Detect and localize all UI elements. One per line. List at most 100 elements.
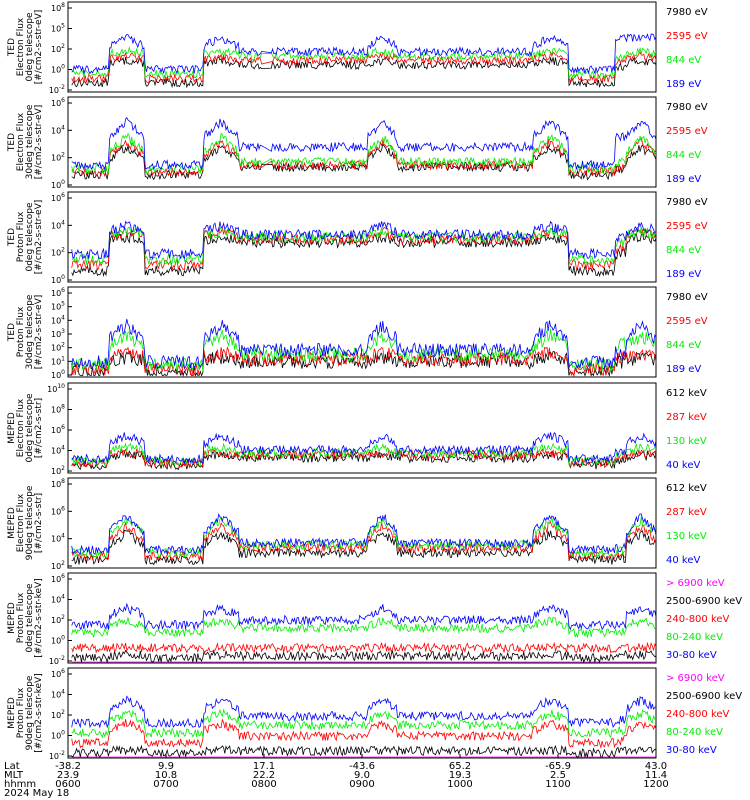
- series-line-green: [71, 45, 657, 80]
- y-tick-label: 106: [51, 97, 65, 108]
- x-tick-label-lat: -43.6: [349, 761, 375, 772]
- panel-ylabel: TEDProton Flux0deg telescope[#/cm2-s-str…: [7, 200, 44, 275]
- y-tick-label: 10-2: [49, 750, 65, 761]
- legend-label: 40 keV: [666, 555, 700, 566]
- series-line-blue: [71, 512, 657, 556]
- series-line-blue: [71, 695, 657, 729]
- legend-label: 40 keV: [666, 460, 700, 471]
- xaxis-date-label: 2024 May 18: [4, 788, 69, 799]
- legend-label: 287 keV: [666, 507, 707, 518]
- legend-label: 189 eV: [666, 269, 701, 280]
- legend-label: 2595 eV: [666, 221, 708, 232]
- panel-frame: [67, 572, 657, 664]
- y-tick-label: 106: [51, 192, 65, 203]
- y-tick-label: 106: [51, 573, 65, 584]
- series-line-black: [71, 56, 657, 89]
- y-tick-label: 100: [51, 730, 65, 741]
- series-line-blue: [71, 116, 657, 171]
- x-tick-label-mlt: 2.5: [550, 770, 566, 781]
- x-tick-label-lat: 65.2: [449, 761, 471, 772]
- panel-5: 1010 108 106 104 102 MEPEDElectron Flux0deg t…: [7, 382, 707, 476]
- series-line-blue: [71, 602, 657, 631]
- y-tick-label: 1010: [47, 383, 65, 394]
- y-tick-label: 106: [51, 505, 65, 516]
- y-tick-label: 108: [51, 478, 65, 489]
- panel-ylabel: MEPEDProton Flux90deg telescope[#/cm2-s-…: [7, 673, 44, 752]
- panel-2: 106 104 102 100 TEDElectron Flux30deg telesc…: [7, 96, 708, 190]
- panel-frame: [67, 96, 657, 188]
- series-line-red: [71, 641, 657, 654]
- y-tick-label: 104: [51, 533, 65, 544]
- y-tick-label: 100: [51, 635, 65, 646]
- y-tick-label: 104: [51, 219, 65, 230]
- legend-label: 2500-6900 keV: [666, 596, 742, 607]
- panel-frame: [67, 286, 657, 378]
- y-tick-label: 102: [51, 709, 65, 720]
- legend-label: 30-80 keV: [666, 745, 717, 756]
- legend-label: 189 eV: [666, 364, 701, 375]
- x-tick-label-lat: 9.9: [158, 761, 174, 772]
- y-tick-label: 100: [51, 179, 65, 190]
- legend-label: 80-240 keV: [666, 727, 723, 738]
- y-tick-label: 104: [51, 445, 65, 456]
- legend-label: 2595 eV: [666, 126, 708, 137]
- y-tick-label: 10-2: [49, 655, 65, 666]
- xaxis-row-label-mlt: MLT: [4, 770, 24, 781]
- legend-label: 130 keV: [666, 531, 707, 542]
- series-line-green: [71, 132, 657, 175]
- legend-label: 7980 eV: [666, 102, 708, 113]
- panel-ylabel: TEDElectron Flux0deg telescope[#/cm2-s-s…: [7, 10, 44, 85]
- series-line-red: [71, 521, 657, 562]
- panel-ylabel: MEPEDElectron Flux90deg telescope[#/cm2-…: [7, 485, 44, 560]
- legend-label: 240-800 keV: [666, 614, 730, 625]
- y-tick-label: 101: [51, 355, 65, 366]
- x-tick-label-mlt: 22.2: [253, 770, 275, 781]
- y-tick-label: 104: [51, 689, 65, 700]
- y-tick-label: 104: [51, 594, 65, 605]
- x-tick-label-mlt: 23.9: [57, 770, 79, 781]
- panels-group: 108 105 102 100 10-2 TEDElectron Flux0deg tel…: [7, 1, 742, 761]
- panel-frame: [67, 191, 657, 283]
- x-tick-label-mlt: 19.3: [449, 770, 471, 781]
- series-line-blue: [71, 220, 657, 261]
- y-tick-label: 106: [51, 287, 65, 298]
- y-tick-label: 102: [51, 614, 65, 625]
- panel-ylabel: TEDElectron Flux30deg telescope[#/cm2-s-…: [7, 104, 44, 179]
- y-tick-label: 102: [51, 43, 65, 54]
- y-tick-label: 102: [51, 152, 65, 163]
- legend-label: 612 keV: [666, 388, 707, 399]
- panel-6: 108 106 104 102 MEPEDElectron Flux90deg tele…: [7, 477, 707, 571]
- series-line-green: [71, 328, 657, 372]
- panel-frame: [67, 382, 657, 474]
- legend-label: 189 eV: [666, 79, 701, 90]
- legend-label: > 6900 keV: [666, 578, 725, 589]
- y-tick-label: 106: [51, 424, 65, 435]
- legend-label: 7980 eV: [666, 7, 708, 18]
- series-line-green: [71, 516, 657, 559]
- series-line-blue: [71, 33, 657, 75]
- legend-label: 844 eV: [666, 340, 701, 351]
- y-tick-label: 100: [51, 274, 65, 285]
- panel-8: 106 104 102 100 10-2 MEPEDProton Flux90deg te…: [7, 667, 742, 761]
- y-tick-label: 102: [51, 247, 65, 258]
- y-tick-label: 102: [51, 560, 65, 571]
- x-tick-label-hhmm: 0700: [153, 779, 178, 790]
- y-tick-label: 10-2: [49, 84, 65, 95]
- series-line-blue: [71, 319, 657, 370]
- x-tick-label-hhmm: 0600: [55, 779, 80, 790]
- series-line-black: [71, 649, 657, 664]
- series-line-green: [71, 708, 657, 739]
- panel-ylabel: MEPEDProton Flux0deg telescope[#/cm2-s-s…: [7, 578, 44, 657]
- x-tick-label-hhmm: 1200: [643, 779, 668, 790]
- legend-label: 2595 eV: [666, 31, 708, 42]
- panel-7: 106 104 102 100 10-2 MEPEDProton Flux0deg tel…: [7, 572, 742, 666]
- y-tick-label: 104: [51, 314, 65, 325]
- y-tick-label: 100: [51, 64, 65, 75]
- x-tick-label-lat: 43.0: [645, 761, 667, 772]
- legend-label: 130 keV: [666, 436, 707, 447]
- y-tick-label: 106: [51, 668, 65, 679]
- panel-4: 106 105 104 103 102 101 100 TEDProton Flux30deg…: [7, 286, 708, 380]
- series-line-blue: [71, 432, 657, 465]
